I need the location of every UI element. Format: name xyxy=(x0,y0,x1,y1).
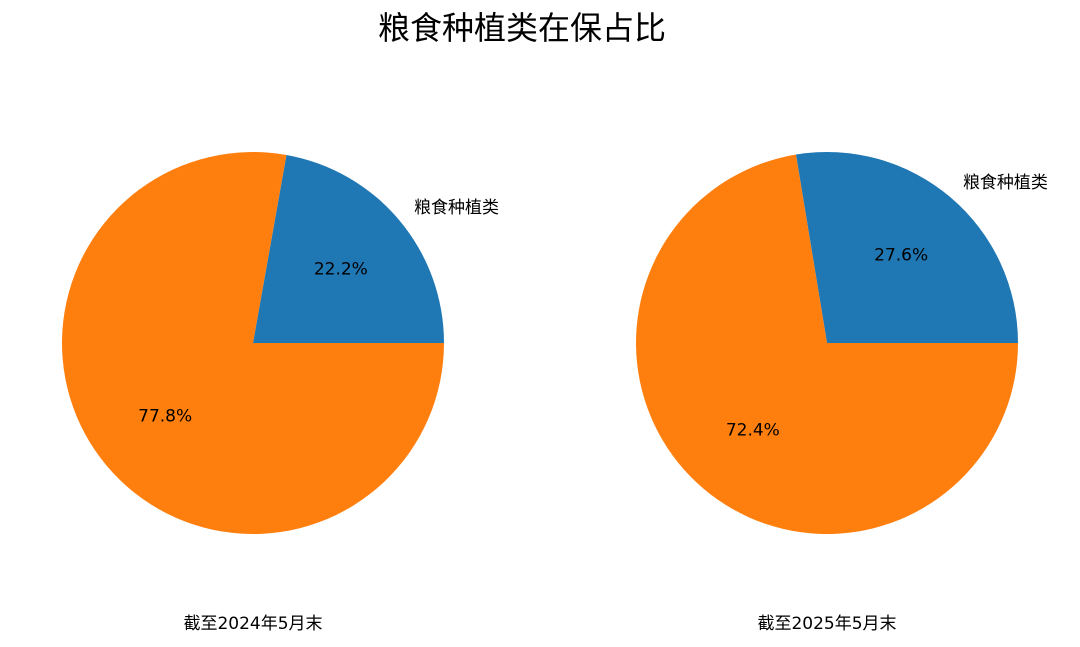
pie-slice xyxy=(62,151,445,534)
pie-slice xyxy=(253,154,444,343)
chart-subtitle: 截至2025年5月末 xyxy=(757,614,896,634)
value-label: 27.6% xyxy=(874,246,928,266)
chart-subtitle: 截至2024年5月末 xyxy=(183,614,322,634)
slice-label: 粮食种植类 xyxy=(414,198,499,218)
pie-slice xyxy=(636,154,1018,534)
chart-title: 粮食种植类在保占比 xyxy=(378,9,666,47)
slice-label: 粮食种植类 xyxy=(963,173,1048,193)
value-label: 72.4% xyxy=(726,420,780,440)
pie-slice xyxy=(795,151,1018,343)
value-label: 77.8% xyxy=(138,407,192,427)
value-label: 22.2% xyxy=(314,259,368,279)
